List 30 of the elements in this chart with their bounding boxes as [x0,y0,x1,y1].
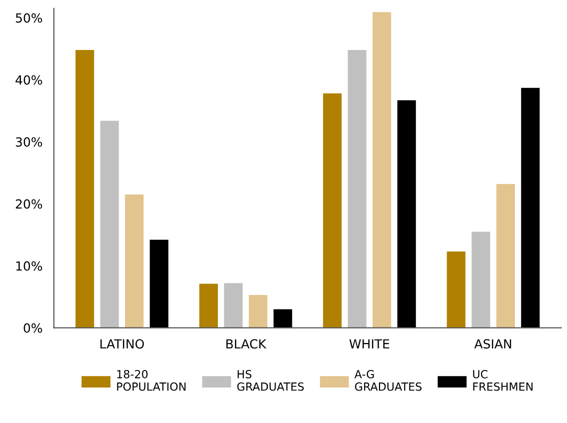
bar [150,240,168,328]
bar [372,12,392,328]
bar [472,232,490,328]
legend-label: UC FRESHMEN [473,370,533,391]
y-tick-label: 20% [16,199,42,209]
y-tick-label: 10% [16,261,42,271]
x-tick-label: ASIAN [474,339,512,349]
x-tick-label: LATINO [100,339,144,349]
y-tick-label: 40% [16,75,42,85]
bar [248,294,268,328]
bar [397,100,416,328]
bar [446,252,466,328]
bar [199,284,218,328]
bar [125,194,144,328]
x-tick-label: WHITE [349,339,390,348]
bar [100,120,119,328]
y-tick-label: 50% [16,13,42,23]
bar [274,309,292,328]
bar [323,93,342,328]
bar [521,88,540,328]
legend-label: 18-20 POPULATION [117,370,186,391]
bar [76,50,94,328]
y-tick-label: 30% [16,137,42,147]
y-tick-label: 0% [24,323,42,333]
bar [496,184,515,328]
x-tick-label: BLACK [226,339,267,349]
legend-label: A-G GRADUATES [354,370,422,391]
bar [224,283,243,328]
bar [348,50,366,328]
legend-label: HS GRADUATES [237,370,304,391]
